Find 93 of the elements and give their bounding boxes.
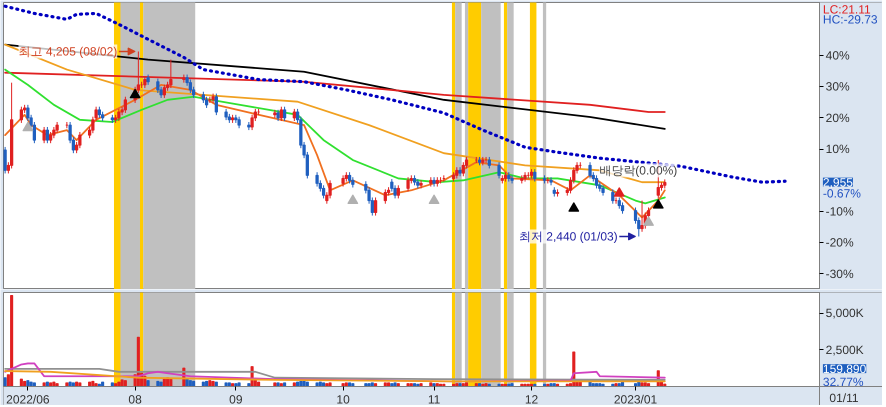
candlestick <box>46 126 50 144</box>
annotation: 32.77% <box>822 374 864 389</box>
candlestick <box>588 162 592 179</box>
candlestick <box>497 162 501 179</box>
candlestick <box>507 172 510 182</box>
candlestick <box>344 172 348 182</box>
annotation: 최고 4,205 (08/02) <box>18 44 118 58</box>
candlestick <box>504 172 508 182</box>
candlestick <box>4 146 7 174</box>
x-tick-label: 09 <box>229 392 243 406</box>
annotation: 최저 2,440 (01/03) <box>518 229 618 244</box>
candlestick <box>412 174 416 186</box>
bar <box>4 377 7 387</box>
candlestick <box>280 106 283 122</box>
candlestick <box>315 172 319 188</box>
candlestick <box>396 184 400 199</box>
point <box>652 199 664 209</box>
candlestick <box>436 176 439 188</box>
candlestick <box>98 106 101 118</box>
candlestick <box>601 184 605 196</box>
candlestick <box>228 113 231 124</box>
candlestick <box>374 196 378 216</box>
candlestick <box>52 126 56 139</box>
candlestick <box>117 108 120 122</box>
candlestick <box>530 168 534 179</box>
candlestick <box>20 106 24 124</box>
candlestick <box>416 178 420 189</box>
candlestick <box>292 108 296 122</box>
annotation: 2,955 <box>822 176 854 190</box>
point <box>428 194 440 204</box>
candlestick <box>48 131 52 144</box>
candlestick <box>124 96 127 114</box>
y-tick-label: -20% <box>826 236 854 250</box>
x-tick-label: 2023/01 <box>614 392 658 406</box>
line-series <box>4 4 787 184</box>
point <box>614 187 625 197</box>
x-tick-label: 11 <box>428 392 441 406</box>
candlestick <box>523 172 527 182</box>
annotation: 159,890 <box>822 362 867 376</box>
candlestick <box>640 200 644 232</box>
candlestick <box>143 76 146 88</box>
y-tick-label: 20% <box>826 110 850 125</box>
point <box>130 88 141 98</box>
candlestick <box>341 174 345 188</box>
candlestick <box>224 108 228 121</box>
candlestick <box>42 126 46 144</box>
point <box>643 216 654 226</box>
candlestick <box>282 106 286 122</box>
x-tick-label: 2022/06 <box>6 392 50 406</box>
line-series <box>4 370 666 382</box>
candlestick <box>406 176 410 192</box>
candlestick <box>663 178 666 189</box>
x-tick-label: 12 <box>524 392 539 406</box>
candlestick <box>533 168 536 182</box>
candlestick <box>162 84 166 98</box>
y-tick-label: 40% <box>826 48 850 63</box>
candlestick <box>211 93 215 104</box>
y-tick-label: 5,000K <box>826 306 864 320</box>
line-series <box>4 368 666 381</box>
candlestick <box>458 166 462 177</box>
candlestick <box>348 172 352 184</box>
y-tick-label: -10% <box>826 204 854 219</box>
point <box>347 194 358 204</box>
candlestick <box>552 186 556 198</box>
candlestick <box>618 196 621 210</box>
candlestick <box>322 184 326 199</box>
candlestick <box>594 174 598 189</box>
candlestick <box>620 202 624 214</box>
y-tick-label: 2,500K <box>826 342 864 357</box>
bar <box>10 294 14 387</box>
candlestick <box>146 74 150 86</box>
point <box>22 122 34 132</box>
candlestick <box>276 109 280 122</box>
candlestick <box>237 116 241 129</box>
annotation: 배당락(0.00%) <box>599 163 678 178</box>
candlestick <box>432 176 436 188</box>
candlestick <box>55 121 59 134</box>
candlestick <box>78 131 82 149</box>
y-tick-label: 10% <box>826 142 850 156</box>
line-series <box>4 44 666 130</box>
y-tick-label: 30% <box>826 80 850 94</box>
point <box>568 202 580 212</box>
x-tick-label: 10 <box>336 392 350 406</box>
annotation: HC:-29.73 <box>822 12 878 27</box>
candlestick <box>488 156 491 169</box>
candlestick <box>611 188 614 204</box>
text: 01/11 <box>829 390 859 405</box>
candlestick <box>455 166 458 179</box>
candlestick <box>384 188 387 204</box>
y-tick-label: -30% <box>826 266 854 281</box>
candlestick <box>214 93 218 116</box>
candlestick <box>429 176 432 188</box>
x-tick-label: 08 <box>128 392 142 406</box>
